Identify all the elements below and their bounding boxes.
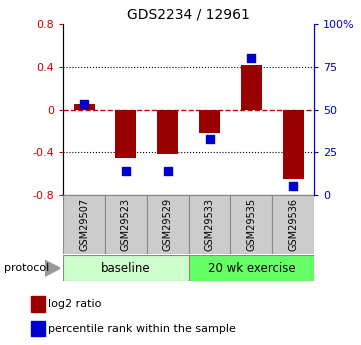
Text: baseline: baseline <box>101 262 151 275</box>
Bar <box>230 195 272 254</box>
Bar <box>147 195 188 254</box>
Bar <box>63 195 105 254</box>
Bar <box>157 110 178 154</box>
Bar <box>241 65 262 110</box>
Bar <box>31 321 45 336</box>
Bar <box>272 195 314 254</box>
Bar <box>188 195 230 254</box>
Text: 20 wk exercise: 20 wk exercise <box>208 262 295 275</box>
Point <box>165 168 171 174</box>
Bar <box>188 255 314 281</box>
Point <box>206 136 212 141</box>
Point <box>123 168 129 174</box>
Title: GDS2234 / 12961: GDS2234 / 12961 <box>127 8 250 22</box>
Point <box>248 56 254 61</box>
Text: GSM29529: GSM29529 <box>163 198 173 251</box>
Polygon shape <box>45 260 60 276</box>
Bar <box>283 110 304 179</box>
Bar <box>31 296 45 312</box>
Bar <box>199 110 220 133</box>
Bar <box>63 255 188 281</box>
Text: GSM29533: GSM29533 <box>205 198 214 251</box>
Bar <box>116 110 136 158</box>
Text: GSM29523: GSM29523 <box>121 198 131 251</box>
Text: GSM29507: GSM29507 <box>79 198 89 251</box>
Text: protocol: protocol <box>4 263 49 273</box>
Text: log2 ratio: log2 ratio <box>48 299 101 309</box>
Point <box>290 184 296 189</box>
Text: percentile rank within the sample: percentile rank within the sample <box>48 324 236 334</box>
Point <box>81 102 87 107</box>
Bar <box>105 195 147 254</box>
Text: GSM29535: GSM29535 <box>246 198 256 251</box>
Bar <box>74 104 95 110</box>
Text: GSM29536: GSM29536 <box>288 198 298 251</box>
